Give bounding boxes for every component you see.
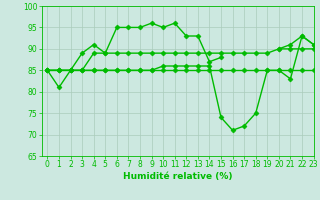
X-axis label: Humidité relative (%): Humidité relative (%) (123, 172, 232, 181)
